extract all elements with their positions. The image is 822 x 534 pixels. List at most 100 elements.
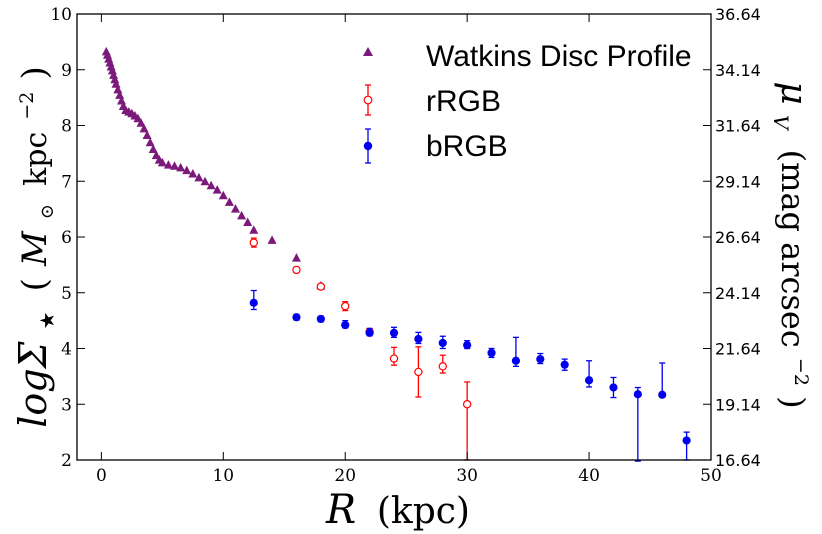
brgb-point [316,314,325,324]
brgb-point [487,348,496,358]
y-tick-label: 7 [61,172,72,192]
y-right-tick-label: 24.14 [715,284,761,303]
brgb-point [658,390,667,399]
watkins-point [243,217,253,227]
brgb-point [560,360,569,369]
y-right-sub: V [769,115,793,132]
y-tick-label: 9 [61,61,72,81]
watkins-point [212,185,222,194]
y-tick-label: 3 [61,395,72,415]
y-right-exp: −2 [790,358,812,386]
watkins-point [107,65,117,75]
brgb-point [365,328,374,337]
y-axis-title-right: μ V (mag arcsec −2 ) [766,81,822,408]
x-tick-label: 30 [456,466,478,486]
watkins-point [249,225,259,234]
x-tick-label: 50 [700,466,722,486]
y-left-sun: ⊙ [37,204,58,219]
brgb-point [389,328,399,337]
brgb-point [633,390,642,399]
brgb-point [536,354,545,364]
y-right-unit: (mag arcsec [774,150,812,348]
y-tick-label: 4 [61,340,72,360]
y-tick-label: 8 [61,117,72,137]
legend-label-brgb: bRGB [426,130,508,163]
rrgb-point [438,362,447,371]
watkins-point [267,235,277,244]
y-axis-title-left: logΣ ★ ( M ⊙ kpc −2 ) [0,66,63,427]
watkins-point [148,144,158,153]
x-axis-title: R (kpc) [325,487,470,533]
rrgb-point [292,265,301,275]
rrgb-point [414,367,423,377]
y-right-tick-label: 36.64 [715,5,761,24]
watkins-point [109,70,119,79]
legend: Watkins Disc Profile rRGB bRGB [363,40,692,164]
brgb-point [249,298,258,307]
brgb-point [511,356,521,365]
brgb-point [609,383,618,392]
rrgb-point [341,301,350,311]
legend-marker-watkins [363,47,373,56]
y-tick-label: 10 [50,5,72,25]
y-left-close: ) [15,66,55,79]
x-axis-var: R [325,487,356,533]
rrgb-point [462,400,472,409]
y-left-sub: ★ [35,311,59,329]
brgb-point [292,313,301,322]
brgb-point [341,320,350,330]
watkins-point [182,165,192,175]
watkins-point [176,162,186,172]
y-right-tick-label: 26.64 [715,228,761,247]
y-left-exp: −2 [16,92,38,120]
watkins-point [170,161,180,170]
y-left-var: logΣ [11,340,55,427]
brgb-point [438,338,447,348]
x-axis-unit: (kpc) [377,491,470,532]
y-left-kpc: kpc [19,132,54,186]
plot-frame [76,13,712,461]
watkins-point [188,169,198,178]
watkins-point [194,172,204,182]
brgb-point [463,341,472,350]
x-tick-label: 0 [96,466,107,486]
watkins-point [224,197,234,206]
y-tick-label: 5 [61,284,72,304]
y-right-var: μ [773,81,814,104]
rrgb-point [249,238,258,247]
watkins-point [200,176,210,186]
y-right-tick-label: 19.14 [715,395,761,414]
y-right-tick-label: 34.14 [715,61,761,80]
y-left-open: ( [15,278,55,291]
watkins-point [231,204,240,213]
legend-marker-brgb [363,141,373,151]
rrgb-point [389,354,399,363]
watkins-point [139,123,149,133]
legend-marker-rrgb [363,95,373,105]
watkins-point [145,137,155,147]
plot-area [101,46,691,462]
y-tick-label: 6 [61,228,72,248]
watkins-point [163,160,173,169]
watkins-point [136,118,146,127]
x-tick-label: 20 [334,466,356,486]
watkins-point [218,190,228,200]
x-tick-label: 10 [212,466,234,486]
watkins-point [237,210,247,220]
y-right-close: ) [774,396,812,408]
x-tick-label: 40 [578,466,600,486]
brgb-point [682,436,691,445]
watkins-point [157,157,167,167]
brgb-point [414,334,423,344]
y-right-tick-label: 29.14 [715,172,761,191]
y-tick-label: 2 [61,451,72,471]
watkins-point [206,180,216,190]
y-right-tick-label: 16.64 [715,451,761,470]
legend-label-rrgb: rRGB [426,85,501,118]
watkins-point [110,74,120,84]
watkins-point [142,130,152,140]
y-right-tick-label: 31.64 [715,117,761,136]
rrgb-point [316,282,326,291]
watkins-point [291,253,301,262]
